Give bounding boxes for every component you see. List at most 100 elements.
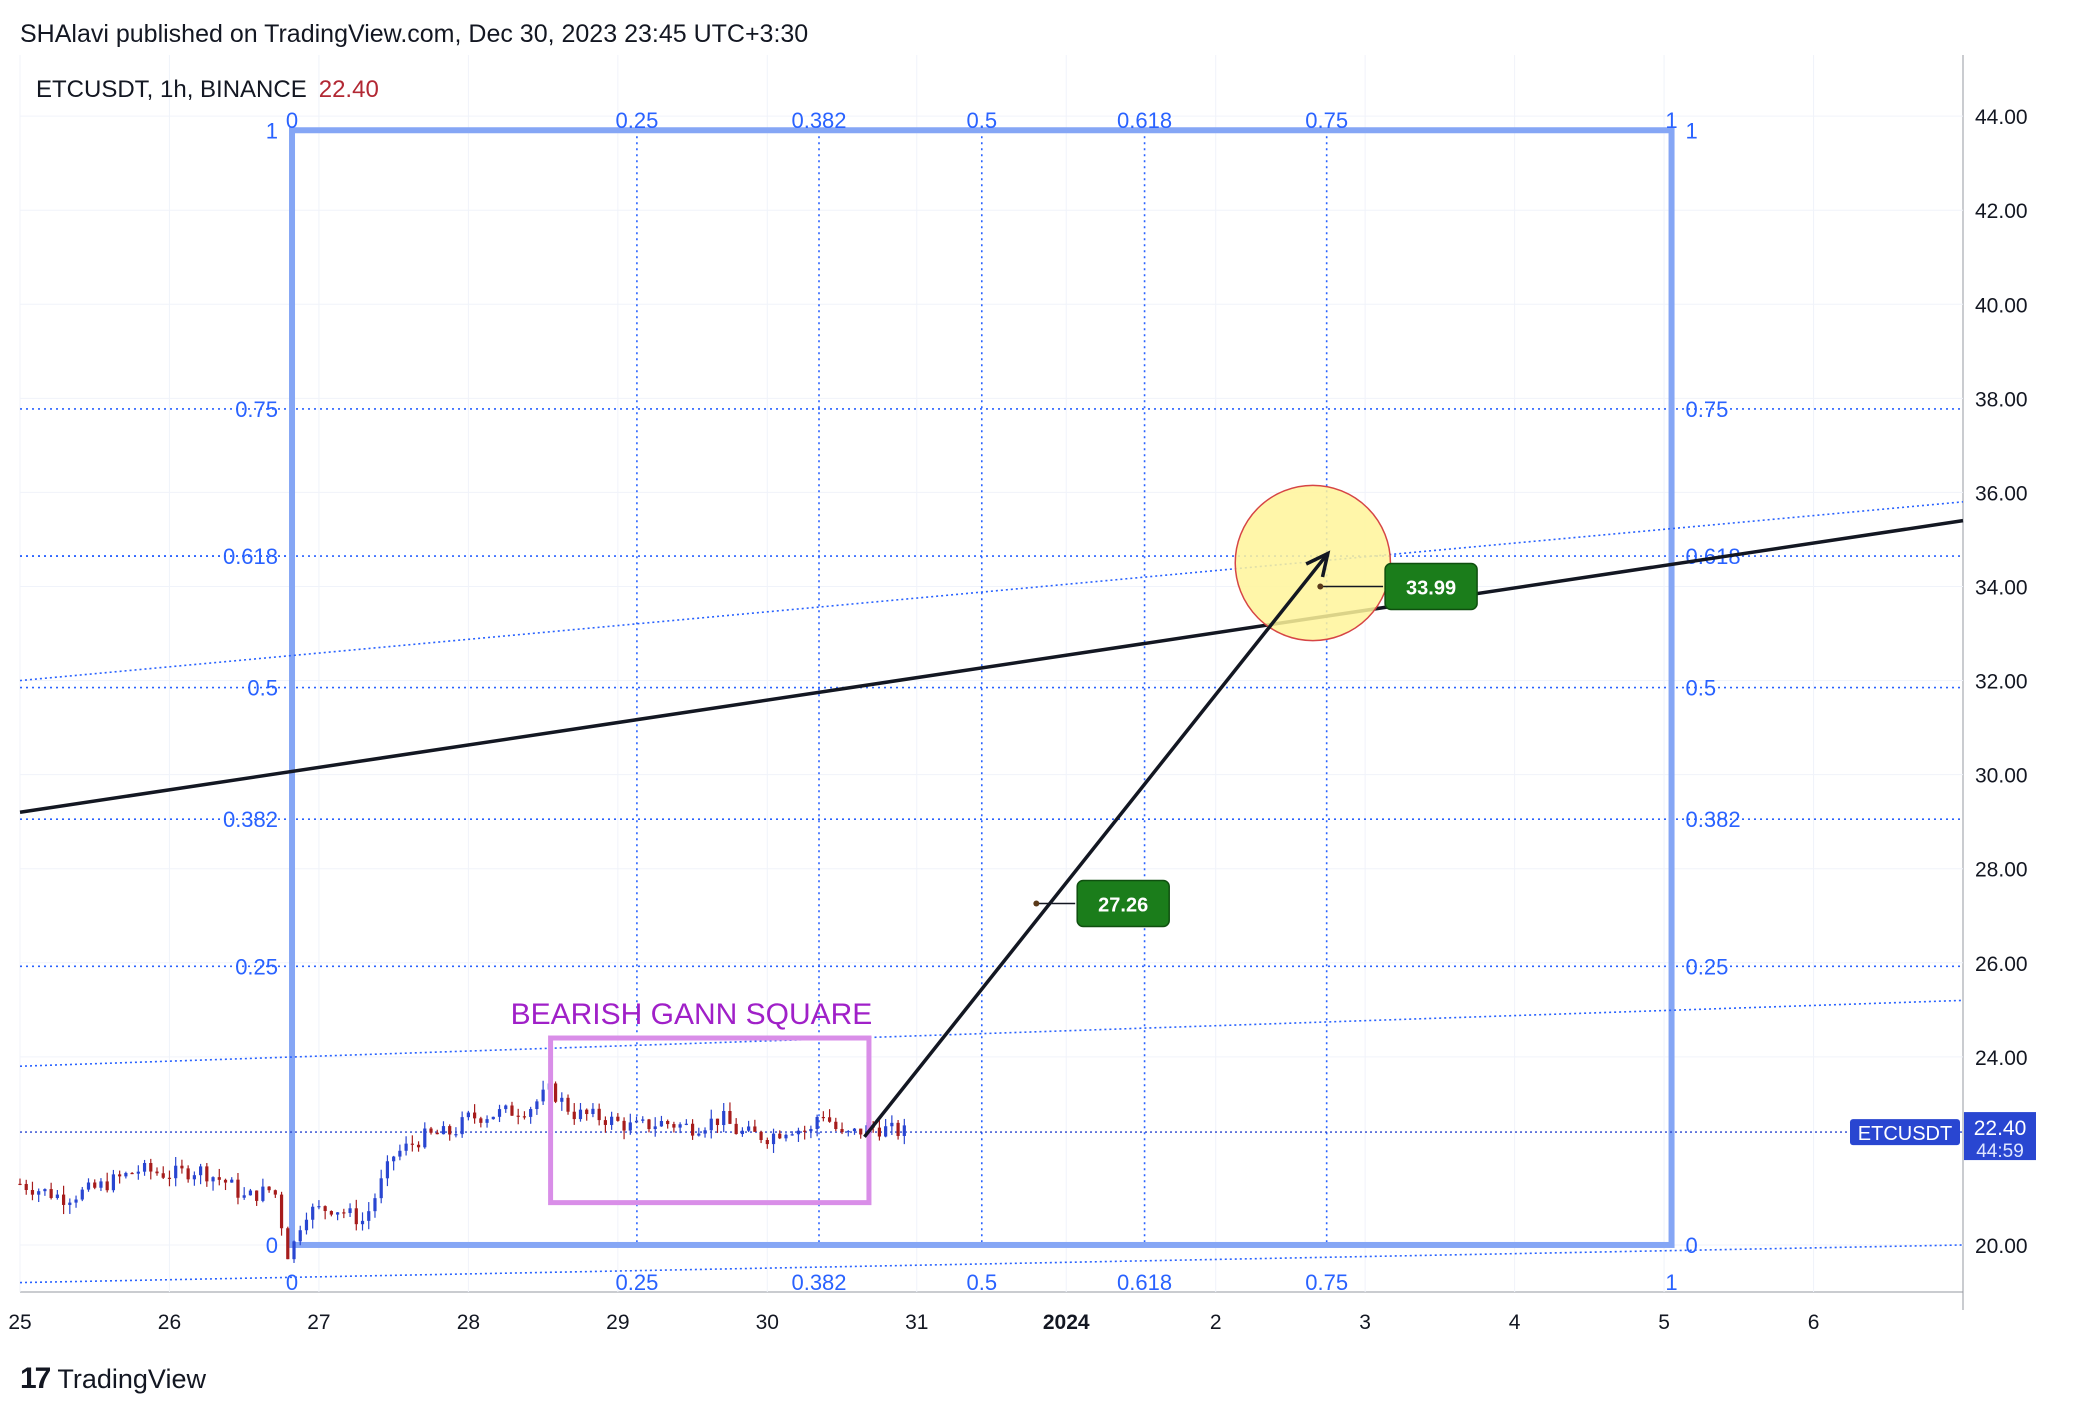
gann-label-bottom: 1 <box>1665 1270 1677 1295</box>
candle-body <box>385 1161 390 1179</box>
candle-body <box>578 1109 583 1120</box>
projection-arrow-head <box>1305 550 1331 578</box>
candle-body <box>610 1116 614 1125</box>
candle-body <box>690 1123 695 1136</box>
candle-body <box>379 1178 383 1199</box>
candle-body <box>778 1133 782 1139</box>
gann-label-left: 0.5 <box>247 676 278 701</box>
candle-body <box>535 1101 539 1110</box>
candle-body <box>43 1189 47 1192</box>
candle-body <box>74 1199 78 1203</box>
candle-body <box>902 1125 906 1136</box>
candle-body <box>659 1120 664 1127</box>
candle-body <box>510 1105 514 1116</box>
candle-body <box>884 1126 888 1137</box>
candle-body <box>61 1194 66 1205</box>
symbol-legend[interactable]: ETCUSDT, 1h, BINANCE 22.40 <box>36 76 379 104</box>
gann-label-left: 0.75 <box>235 397 278 422</box>
candle-body <box>80 1189 84 1200</box>
candle-body <box>304 1219 309 1231</box>
candle-body <box>267 1186 271 1191</box>
brand-footer[interactable]: 17 TradingView <box>20 1362 206 1396</box>
gann-label-left: 1 <box>266 118 278 143</box>
candle-body <box>423 1128 427 1148</box>
candle-body <box>323 1206 327 1212</box>
candle-body <box>877 1127 882 1137</box>
gann-label-bottom: 0.75 <box>1305 1270 1348 1295</box>
candle-body <box>809 1128 813 1132</box>
candle-body <box>566 1097 570 1112</box>
candle-body <box>329 1211 333 1215</box>
candle-body <box>473 1112 477 1119</box>
candle-body <box>205 1166 209 1182</box>
y-tick-label: 36.00 <box>1975 482 2028 505</box>
gann-label-top: 0.618 <box>1117 108 1172 133</box>
candle-body <box>248 1190 253 1196</box>
candle-body <box>105 1181 109 1191</box>
projection-arrow-line <box>863 552 1330 1138</box>
candle-body <box>317 1206 321 1208</box>
candle-body <box>827 1117 832 1122</box>
candle-body <box>223 1179 228 1183</box>
candle-body <box>217 1177 221 1180</box>
callout-dot <box>1033 900 1040 907</box>
gann-label-bottom: 0.5 <box>966 1270 997 1295</box>
gann-label-left: 0 <box>266 1233 278 1258</box>
candle-body <box>497 1109 502 1117</box>
gann-label-top: 0.25 <box>615 108 658 133</box>
last-price-value: 22.40 <box>1974 1117 2027 1140</box>
gann-square-frame <box>289 127 1675 1248</box>
bearish-box <box>548 1035 872 1206</box>
candle-body <box>93 1182 97 1188</box>
y-tick-label: 24.00 <box>1975 1047 2028 1070</box>
y-tick-label: 38.00 <box>1975 388 2028 411</box>
candle-body <box>896 1122 900 1136</box>
candle-body <box>360 1220 365 1225</box>
candle-body <box>771 1133 776 1145</box>
candle-body <box>435 1132 439 1135</box>
y-tick-label: 28.00 <box>1975 859 2028 882</box>
candle-body <box>485 1119 489 1123</box>
x-tick-label: 29 <box>606 1311 629 1334</box>
gann-label-top: 0.75 <box>1305 108 1348 133</box>
candle-body <box>759 1131 763 1140</box>
candle-body <box>441 1126 446 1135</box>
candle-body <box>18 1183 22 1186</box>
gann-label-top: 0.382 <box>791 108 846 133</box>
candle-body <box>734 1123 738 1135</box>
candle-body <box>348 1208 352 1214</box>
candle-body <box>186 1168 190 1180</box>
candle-body <box>236 1179 240 1198</box>
publish-info: SHAlavi published on TradingView.com, De… <box>20 20 809 48</box>
candle-body <box>466 1112 470 1118</box>
candles-group <box>18 1075 906 1263</box>
price-callout-box <box>1384 562 1478 611</box>
candle-body <box>585 1109 589 1115</box>
candle-body <box>161 1173 165 1178</box>
candle-body <box>336 1212 340 1215</box>
y-tick-label: 34.00 <box>1975 576 2028 599</box>
candle-body <box>311 1206 315 1220</box>
candle-body <box>491 1116 495 1120</box>
gann-label-top: 1 <box>1665 108 1677 133</box>
candle-body <box>821 1116 825 1119</box>
candle-body <box>30 1189 35 1195</box>
candle-body <box>541 1089 545 1102</box>
gann-fan-line <box>19 1244 1964 1284</box>
candle-body <box>398 1150 402 1157</box>
candle-body <box>130 1172 134 1175</box>
gann-label-bottom: 0 <box>286 1270 298 1295</box>
y-tick-label: 42.00 <box>1975 200 2028 223</box>
gann-label-right: 0 <box>1686 1233 1698 1258</box>
candle-body <box>522 1116 527 1118</box>
x-tick-label: 5 <box>1658 1311 1670 1334</box>
candle-body <box>342 1212 346 1214</box>
callout-dot <box>1317 583 1324 590</box>
y-tick-label: 44.00 <box>1975 106 2028 129</box>
gann-fan-line <box>19 999 1964 1068</box>
candle-body <box>529 1109 533 1117</box>
trend-line <box>19 518 1964 814</box>
candle-body <box>155 1171 159 1174</box>
candle-body <box>286 1228 290 1260</box>
